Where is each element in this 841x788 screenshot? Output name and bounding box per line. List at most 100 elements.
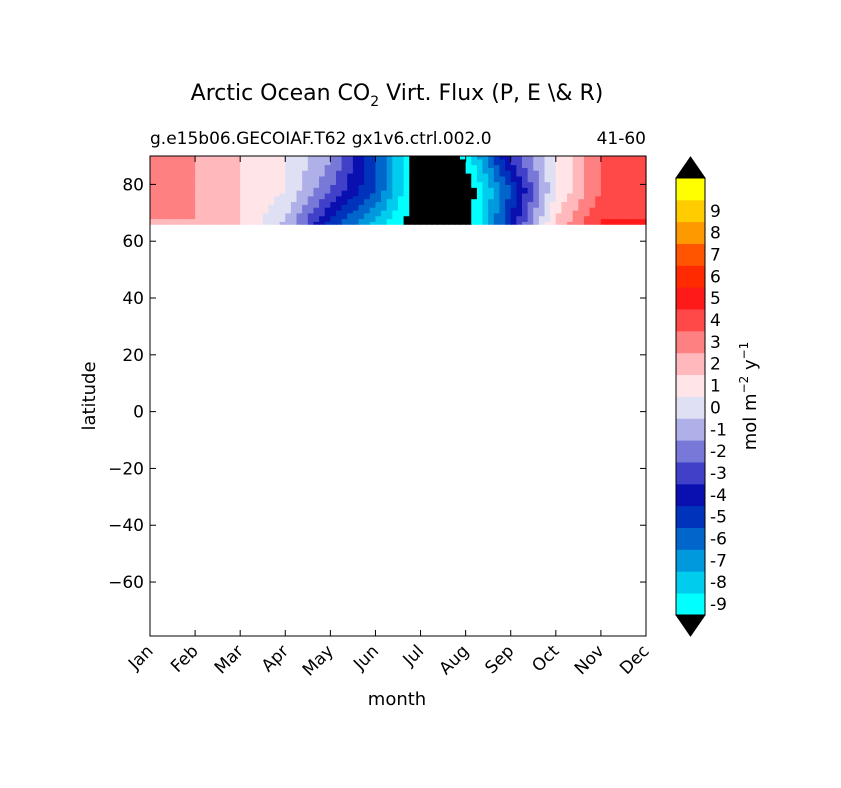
contour-cell	[471, 215, 478, 220]
contour-cell	[522, 207, 529, 211]
contour-cell	[555, 198, 563, 203]
contour-cell	[488, 187, 495, 191]
colorbar-tick-label: 6	[710, 267, 721, 287]
contour-cell	[443, 195, 450, 200]
contour-cell	[431, 187, 439, 191]
colorbar-swatch	[676, 243, 705, 266]
contour-cell	[386, 181, 393, 186]
contour-cell	[493, 204, 501, 208]
contour-cell	[634, 209, 641, 214]
contour-cell	[420, 161, 427, 166]
contour-cell	[617, 173, 625, 177]
contour-cell	[561, 170, 568, 174]
contour-cell	[172, 221, 179, 225]
contour-cell	[505, 192, 512, 197]
contour-cell	[578, 184, 585, 188]
contour-cell	[398, 207, 405, 211]
contour-cell	[460, 164, 467, 168]
contour-cell	[285, 187, 292, 191]
contour-cell	[623, 190, 630, 194]
contour-cell	[245, 184, 253, 188]
contour-cell	[555, 201, 563, 205]
contour-cell	[640, 161, 647, 166]
contour-cell	[600, 218, 608, 222]
contour-cell	[443, 173, 450, 177]
contour-cell	[623, 209, 630, 214]
contour-cell	[398, 175, 405, 180]
contour-cell	[448, 164, 455, 168]
contour-cell	[336, 190, 343, 194]
contour-cell	[206, 181, 213, 186]
contour-cell	[443, 198, 450, 203]
contour-cell	[561, 161, 568, 166]
contour-cell	[257, 178, 264, 183]
colorbar-tick-label: 1	[710, 377, 721, 397]
contour-cell	[488, 209, 495, 214]
contour-cell	[358, 156, 365, 160]
contour-cell	[234, 209, 241, 214]
contour-cell	[431, 201, 439, 205]
contour-cell	[403, 215, 410, 220]
contour-cell	[313, 190, 320, 194]
contour-cell	[522, 175, 529, 180]
contour-cell	[330, 187, 337, 191]
colorbar-label-unit: mol m	[740, 393, 761, 450]
contour-cell	[488, 192, 495, 197]
contour-cell	[460, 181, 467, 186]
colorbar-label-unit2: y	[740, 359, 761, 376]
contour-cell	[409, 192, 416, 197]
contour-cell	[561, 173, 568, 177]
contour-cell	[234, 204, 241, 208]
contour-cell	[476, 158, 484, 163]
contour-cell	[544, 212, 551, 217]
contour-cell	[454, 184, 461, 188]
contour-cell	[510, 170, 517, 174]
contour-cell	[595, 167, 602, 171]
contour-cell	[285, 218, 292, 222]
contour-cell	[437, 167, 444, 171]
contour-cell	[471, 156, 478, 160]
contour-cell	[414, 192, 422, 197]
contour-cell	[522, 181, 529, 186]
contour-cell	[538, 184, 546, 188]
contour-cell	[324, 198, 331, 203]
contour-cell	[448, 215, 455, 220]
contour-cell	[617, 195, 625, 200]
contour-cell	[471, 158, 478, 163]
contour-cell	[533, 221, 540, 225]
contour-cell	[313, 178, 320, 183]
contour-cell	[336, 181, 343, 186]
contour-cell	[189, 212, 196, 217]
contour-cell	[522, 215, 529, 220]
contour-cell	[352, 192, 360, 197]
contour-cell	[150, 184, 157, 188]
contour-cell	[313, 212, 320, 217]
contour-cell	[257, 198, 264, 203]
contour-cell	[285, 204, 292, 208]
contour-cell	[471, 218, 478, 222]
contour-cell	[166, 167, 174, 171]
contour-cell	[600, 198, 608, 203]
contour-cell	[234, 158, 241, 163]
contour-cell	[251, 218, 258, 222]
contour-cell	[398, 156, 405, 160]
contour-cell	[612, 187, 619, 191]
contour-cell	[178, 170, 185, 174]
contour-cell	[279, 218, 286, 222]
contour-cell	[600, 158, 608, 163]
contour-cell	[527, 209, 534, 214]
contour-cell	[398, 212, 405, 217]
contour-cell	[336, 201, 343, 205]
contour-cell	[150, 221, 157, 225]
contour-cell	[454, 178, 461, 183]
contour-cell	[257, 207, 264, 211]
contour-cell	[572, 161, 579, 166]
contour-cell	[538, 209, 546, 214]
contour-cell	[640, 184, 647, 188]
contour-cell	[606, 175, 613, 180]
contour-cell	[189, 187, 196, 191]
contour-cell	[307, 218, 315, 222]
contour-cell	[567, 207, 574, 211]
colorbar-tick-label: 7	[710, 245, 721, 265]
contour-cell	[561, 178, 568, 183]
